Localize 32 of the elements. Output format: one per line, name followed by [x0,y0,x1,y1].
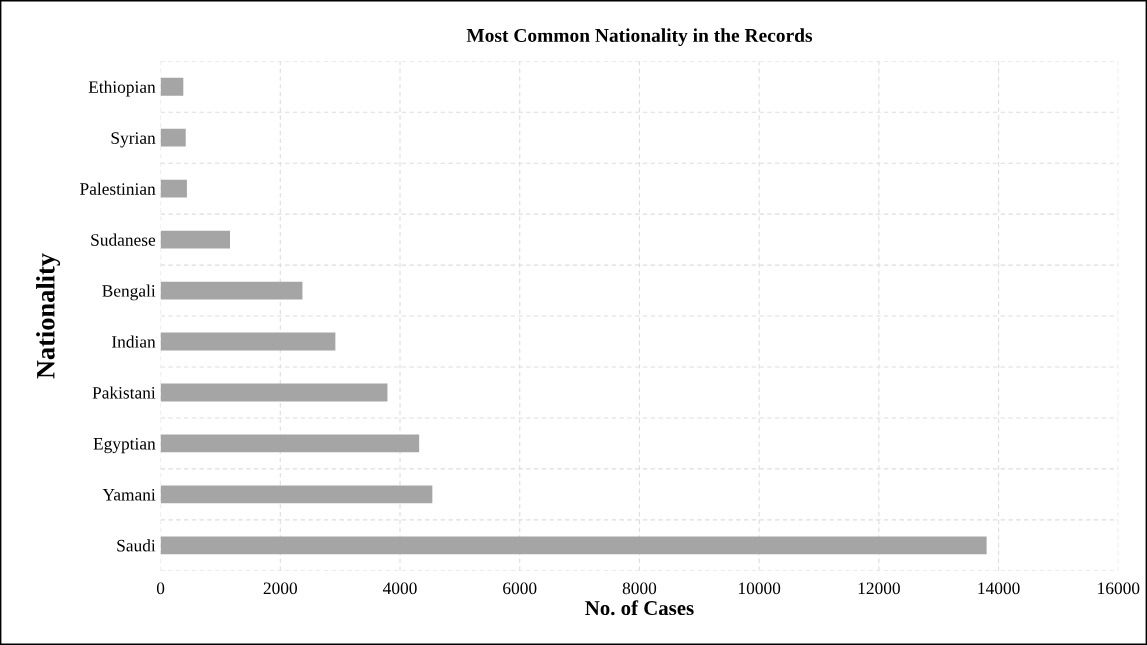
y-tick-label: Indian [111,335,156,348]
y-tick-label: Bengali [102,284,156,301]
x-tick-label: 6000 [503,582,537,595]
y-tick-label: Yamani [102,488,156,501]
bar [160,77,184,96]
x-tick-label: 12000 [858,582,900,595]
x-tick-label: 14000 [978,582,1020,595]
y-tick-label: Egyptian [93,437,156,454]
x-tick-label: 8000 [622,582,657,595]
y-tick-label: Saudi [117,539,156,552]
x-tick-label: 0 [156,582,165,595]
bar [160,434,420,453]
y-tick-label: Pakistani [92,386,156,399]
bar [160,179,187,198]
y-tick-label: Ethiopian [88,80,156,97]
x-axis-title: No. of Cases [585,600,694,616]
y-axis-title: Nationality [36,253,61,379]
x-tick-label: 4000 [382,582,417,595]
bar [160,485,433,504]
chart-title: Most Common Nationality in the Records [466,28,813,47]
y-tick-label: Syrian [111,132,156,148]
y-tick-label: Sudanese [91,233,156,246]
x-tick-label: 2000 [263,582,297,595]
bar [160,383,388,402]
x-tick-label: 16000 [1098,582,1140,595]
bar [160,332,336,351]
bar [160,536,987,555]
bar [160,281,303,300]
bar [160,128,186,147]
y-tick-label: Palestinian [80,182,156,195]
x-tick-label: 10000 [739,582,781,595]
bar [160,230,231,249]
